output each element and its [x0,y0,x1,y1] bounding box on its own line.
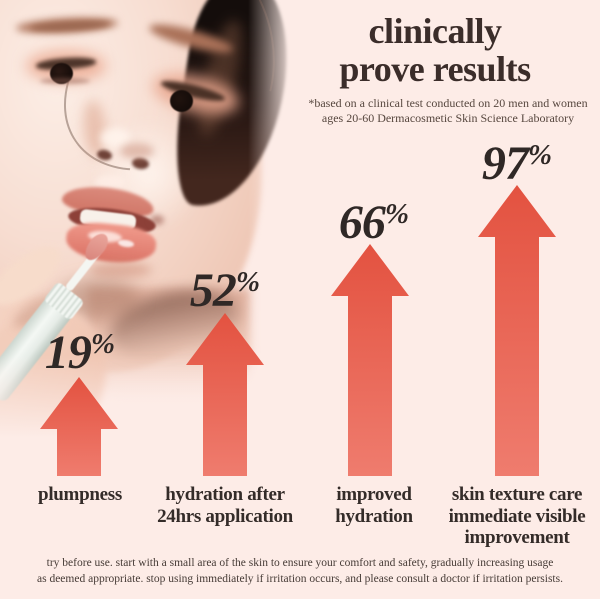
stat-value: 19 [44,326,92,379]
clinical-test-note: *based on a clinical test conducted on 2… [308,96,588,125]
philtrum-highlight [95,175,125,189]
stat-percent: 66% [294,190,454,247]
arrow-up-icon [186,313,264,476]
stat-percent: 19% [0,320,160,377]
percent-sign: % [384,198,410,230]
percent-sign: % [90,328,116,360]
stat-value: 52 [189,264,237,317]
stat-value: 97 [481,137,529,190]
right-eye [170,90,193,112]
photo-right-fade [248,0,330,470]
nose-tip-highlight [100,128,130,148]
stat-percent: 52% [145,258,305,315]
stat-label: improved hydration [335,484,413,527]
header: clinically prove results *based on a cli… [277,12,593,126]
stat-value: 66 [338,196,386,249]
arrow-up-icon [40,377,118,476]
stat-label: skin texture care immediate visible impr… [448,484,586,548]
page-title: clinically prove results [339,11,531,89]
percent-sign: % [527,139,553,171]
lip-corner-shadow [150,215,164,225]
stat-percent: 97% [437,131,597,188]
stat-label: hydration after 24hrs application [157,484,293,527]
chin-crease [88,262,152,278]
arrow-up-icon [331,244,409,476]
stat-label: plumpness [38,484,122,505]
arrow-up-icon [478,185,556,476]
left-lower-lash [40,78,90,84]
nose-wing-shadow [120,143,154,159]
disclaimer: try before use. start with a small area … [37,557,563,585]
percent-sign: % [235,266,261,298]
